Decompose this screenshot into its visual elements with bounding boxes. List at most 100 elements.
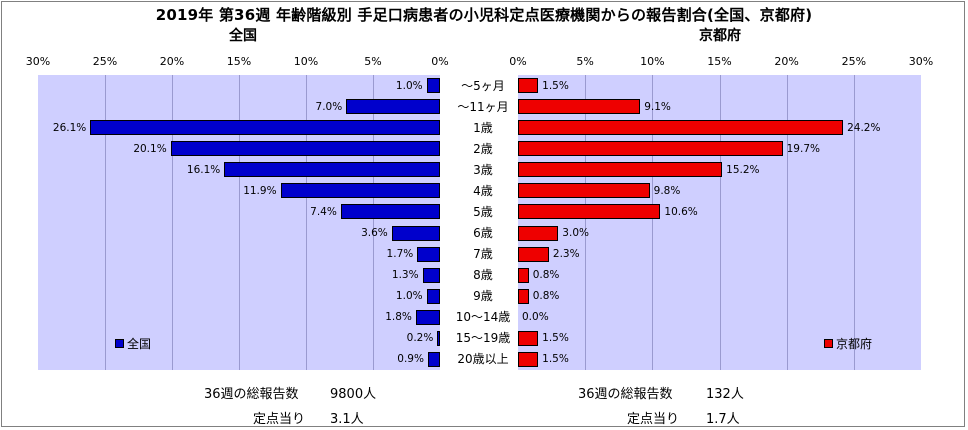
national-legend-swatch <box>115 339 124 348</box>
age-category-label: 10～14歳 <box>455 310 511 325</box>
national-total-value: 9800人 <box>330 387 377 402</box>
national-per-value: 3.1人 <box>330 412 364 427</box>
kyoto-bar <box>518 267 529 283</box>
age-category-label: 20歳以上 <box>457 352 509 367</box>
national-gridline <box>373 75 374 370</box>
kyoto-bar <box>518 225 559 241</box>
national-gridline <box>306 75 307 370</box>
kyoto-value-label: 15.2% <box>726 163 760 176</box>
national-bar <box>426 288 440 304</box>
kyoto-legend-swatch <box>824 339 833 348</box>
kyoto-x-tick-label: 30% <box>908 55 934 68</box>
kyoto-total-value: 132人 <box>706 387 744 402</box>
kyoto-per-value: 1.7人 <box>706 412 740 427</box>
kyoto-bar <box>518 288 529 304</box>
kyoto-gridline <box>652 75 654 370</box>
national-bar <box>437 330 440 346</box>
kyoto-x-tick-label: 25% <box>841 55 867 68</box>
national-bar <box>427 351 440 367</box>
age-category-label: 8歳 <box>473 268 493 283</box>
chart-title: 2019年 第36週 年齢階級別 手足口病患者の小児科定点医療機関からの報告割合… <box>155 6 813 24</box>
kyoto-x-tick-label: 0% <box>509 55 527 68</box>
national-value-label: 0.9% <box>397 353 424 366</box>
national-bar <box>90 120 440 136</box>
national-value-label: 7.0% <box>315 100 343 113</box>
national-bar <box>280 183 440 199</box>
national-value-label: 7.4% <box>310 205 337 218</box>
national-x-tick-label: 5% <box>364 55 382 68</box>
kyoto-value-label: 9.1% <box>644 100 671 113</box>
national-bar <box>224 162 440 178</box>
kyoto-bar <box>518 330 539 346</box>
national-value-label: 1.7% <box>386 248 414 261</box>
national-bar <box>340 204 440 220</box>
kyoto-total-label: 36週の総報告数 <box>578 387 673 402</box>
kyoto-x-tick-label: 20% <box>774 55 799 68</box>
age-category-label: 6歳 <box>473 226 493 241</box>
kyoto-gridline <box>853 75 855 370</box>
kyoto-value-label: 10.6% <box>664 205 698 218</box>
national-bar <box>391 225 440 241</box>
kyoto-value-label: 0.0% <box>522 311 549 324</box>
kyoto-value-label: 3.0% <box>562 227 589 240</box>
national-value-label: 11.9% <box>243 184 277 197</box>
kyoto-bar <box>518 99 641 115</box>
national-x-tick-label: 15% <box>226 55 252 68</box>
kyoto-value-label: 2.3% <box>552 248 580 261</box>
age-category-label: 9歳 <box>473 289 493 304</box>
national-value-label: 20.1% <box>133 142 167 155</box>
national-total-label: 36週の総報告数 <box>204 387 299 402</box>
age-category-label: 7歳 <box>473 247 493 262</box>
kyoto-x-tick-label: 5% <box>576 55 594 68</box>
kyoto-bar <box>518 351 539 367</box>
national-plot-area <box>38 75 440 370</box>
kyoto-bar <box>518 183 650 199</box>
kyoto-gridline <box>786 75 788 370</box>
national-x-tick-label: 0% <box>431 55 449 68</box>
kyoto-x-tick-label: 15% <box>707 55 732 68</box>
kyoto-plot-area <box>518 75 921 370</box>
national-x-tick-label: 30% <box>25 55 51 68</box>
kyoto-value-label: 19.7% <box>786 142 820 155</box>
kyoto-gridline <box>585 75 587 370</box>
kyoto-bar <box>518 246 549 262</box>
national-legend-label: 全国 <box>127 337 152 351</box>
kyoto-value-label: 1.5% <box>542 79 569 92</box>
national-x-tick-label: 25% <box>92 55 118 68</box>
national-gridline <box>172 75 173 370</box>
national-legend: 全国 <box>115 335 151 352</box>
national-value-label: 0.2% <box>406 332 434 345</box>
national-bar <box>417 246 440 262</box>
national-value-label: 1.3% <box>391 269 419 282</box>
national-per-label: 定点当り <box>253 412 306 427</box>
national-gridline <box>105 75 106 370</box>
national-bar <box>426 78 440 94</box>
national-value-label: 3.6% <box>361 227 388 240</box>
national-gridline <box>239 75 240 370</box>
national-value-label: 26.1% <box>52 121 87 134</box>
kyoto-subtitle: 京都府 <box>699 28 741 44</box>
kyoto-bar <box>518 78 539 94</box>
kyoto-x-tick-label: 10% <box>640 55 665 68</box>
national-value-label: 1.0% <box>395 290 423 303</box>
national-bar <box>422 267 440 283</box>
age-category-label: 15～19歳 <box>455 331 511 346</box>
kyoto-legend: 京都府 <box>824 335 872 352</box>
national-x-tick-label: 10% <box>293 55 319 68</box>
kyoto-per-label: 定点当り <box>627 412 680 427</box>
national-value-label: 1.0% <box>395 79 423 92</box>
age-category-label: 3歳 <box>473 162 493 177</box>
national-bar <box>415 309 440 325</box>
national-subtitle: 全国 <box>229 28 257 44</box>
age-category-label: 4歳 <box>473 183 493 198</box>
kyoto-bar <box>518 141 783 157</box>
kyoto-bar <box>518 120 844 136</box>
kyoto-value-label: 24.2% <box>847 121 881 134</box>
national-value-label: 16.1% <box>186 163 221 176</box>
kyoto-value-label: 0.8% <box>532 290 560 303</box>
kyoto-bar <box>518 204 661 220</box>
kyoto-legend-label: 京都府 <box>836 337 873 351</box>
kyoto-bar <box>518 162 723 178</box>
